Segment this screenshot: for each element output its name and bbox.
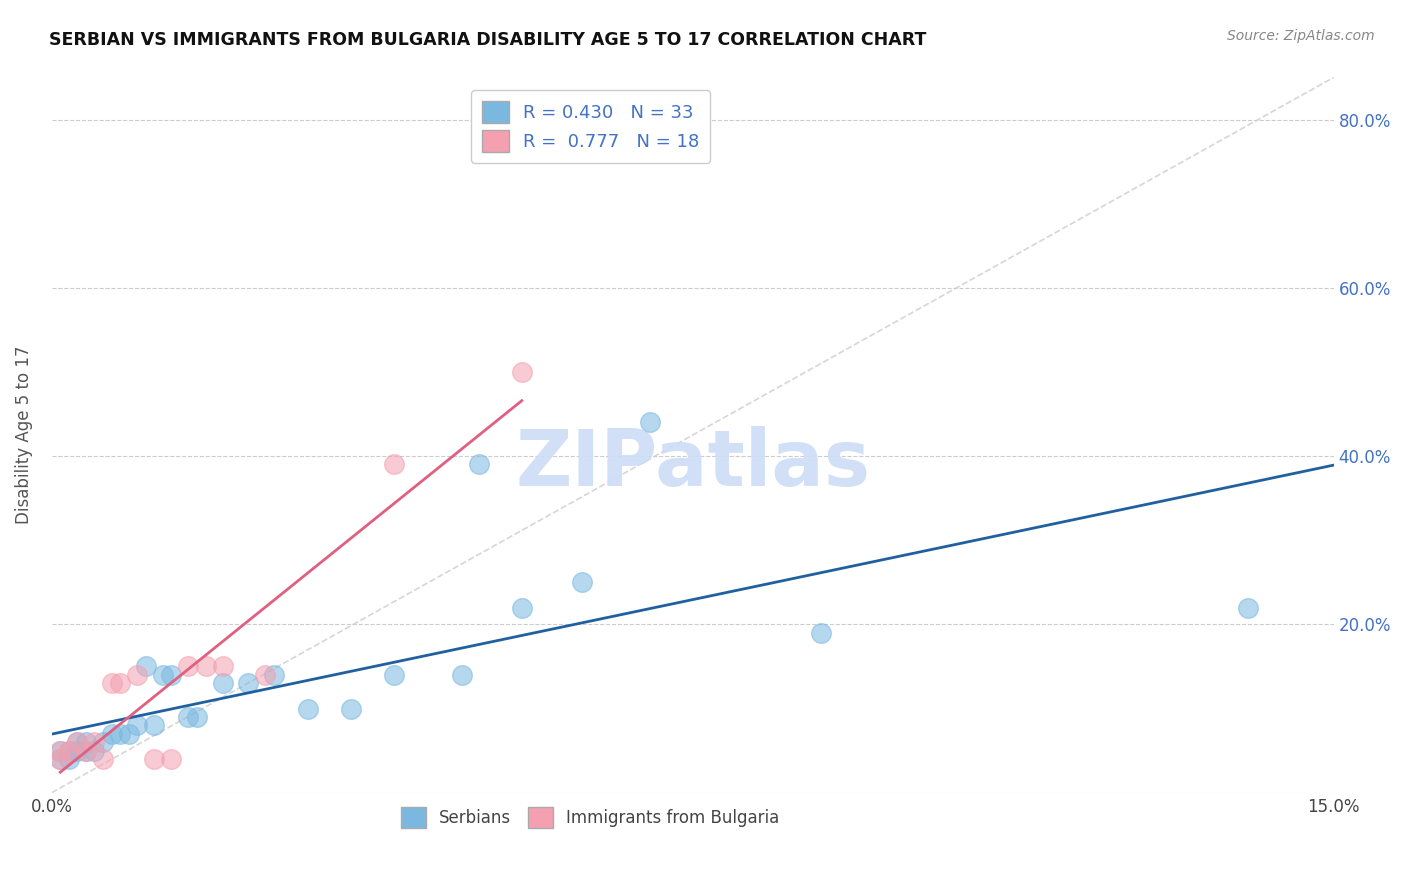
Point [297, 701, 319, 715]
Point [1237, 600, 1260, 615]
Text: Source: ZipAtlas.com: Source: ZipAtlas.com [1227, 29, 1375, 43]
Point [451, 668, 474, 682]
Point [810, 625, 832, 640]
Point [177, 710, 200, 724]
Point [108, 727, 131, 741]
Point [571, 575, 593, 590]
Point [108, 676, 131, 690]
Point [510, 600, 533, 615]
Point [638, 416, 661, 430]
Point [75, 743, 97, 757]
Point [83, 735, 105, 749]
Y-axis label: Disability Age 5 to 17: Disability Age 5 to 17 [15, 346, 32, 524]
Point [91, 735, 114, 749]
Point [66, 735, 89, 749]
Text: SERBIAN VS IMMIGRANTS FROM BULGARIA DISABILITY AGE 5 TO 17 CORRELATION CHART: SERBIAN VS IMMIGRANTS FROM BULGARIA DISA… [49, 31, 927, 49]
Point [83, 743, 105, 757]
Point [127, 718, 149, 732]
Point [58, 743, 80, 757]
Point [143, 752, 166, 766]
Point [510, 365, 533, 379]
Point [382, 458, 405, 472]
Point [143, 718, 166, 732]
Point [135, 659, 157, 673]
Point [238, 676, 260, 690]
Point [160, 668, 183, 682]
Point [100, 676, 122, 690]
Point [118, 727, 141, 741]
Text: ZIPatlas: ZIPatlas [515, 425, 870, 501]
Point [58, 752, 80, 766]
Point [49, 743, 72, 757]
Point [75, 735, 97, 749]
Point [263, 668, 285, 682]
Legend: Serbians, Immigrants from Bulgaria: Serbians, Immigrants from Bulgaria [394, 801, 786, 834]
Point [194, 659, 217, 673]
Point [100, 727, 122, 741]
Point [91, 752, 114, 766]
Point [49, 743, 72, 757]
Point [340, 701, 363, 715]
Point [127, 668, 149, 682]
Point [152, 668, 174, 682]
Point [58, 743, 80, 757]
Point [66, 735, 89, 749]
Point [66, 743, 89, 757]
Point [211, 676, 233, 690]
Point [254, 668, 277, 682]
Point [160, 752, 183, 766]
Point [186, 710, 208, 724]
Point [211, 659, 233, 673]
Point [382, 668, 405, 682]
Point [177, 659, 200, 673]
Point [75, 743, 97, 757]
Point [49, 752, 72, 766]
Point [49, 752, 72, 766]
Point [468, 458, 491, 472]
